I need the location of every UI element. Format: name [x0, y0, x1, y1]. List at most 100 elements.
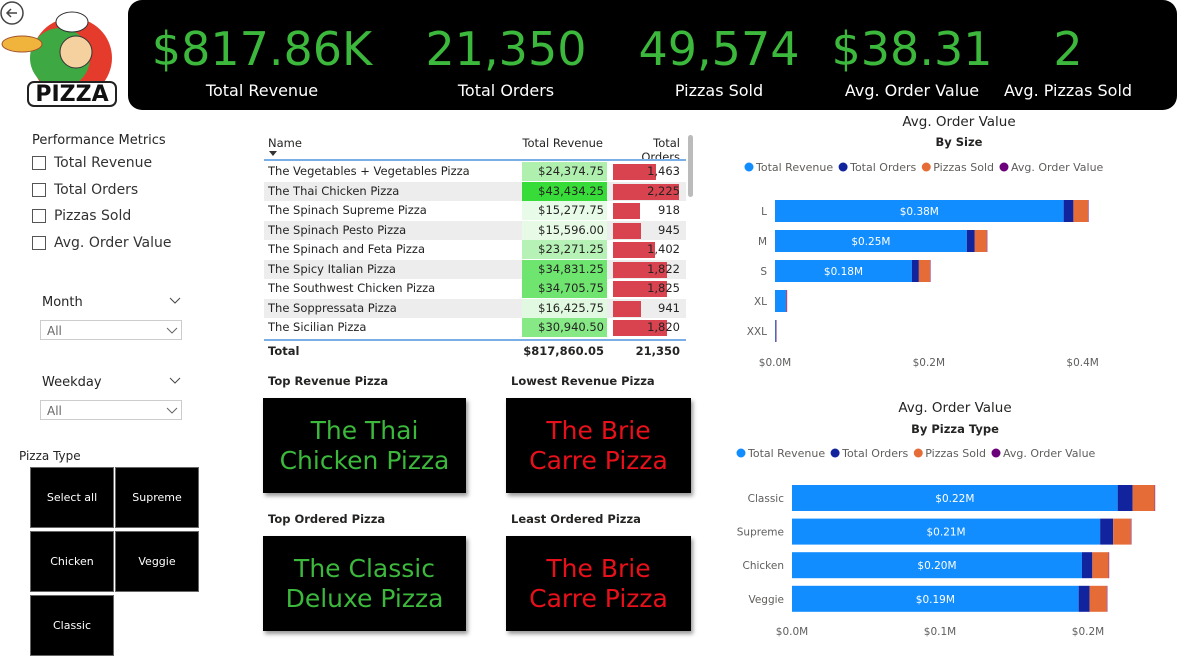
orders-bar	[613, 261, 668, 278]
kpi-label: Avg. Order Value	[844, 81, 980, 100]
table-row[interactable]: The Spinach Pesto Pizza $15,596.00 945	[264, 220, 686, 240]
bar-segment	[1081, 552, 1093, 579]
table-row[interactable]: The Sicilian Pizza $30,940.50 1,820	[264, 318, 686, 338]
cell-revenue: $34,705.75	[538, 281, 604, 295]
column-header[interactable]: Total Revenue	[522, 136, 603, 150]
orders-bar	[613, 281, 668, 297]
kpi-value: 2	[1053, 22, 1083, 76]
metric-checkbox[interactable]: Total Orders	[32, 182, 138, 198]
cell-revenue: $30,940.50	[538, 320, 604, 334]
table-row[interactable]: The Soppressata Pizza $16,425.75 941	[264, 298, 686, 318]
pizza-type-button[interactable]: Chicken	[30, 531, 114, 592]
checkbox-label: Avg. Order Value	[54, 234, 172, 251]
total-revenue: $817,860.05	[523, 344, 604, 358]
legend-marker	[838, 162, 848, 172]
checkbox[interactable]	[32, 235, 46, 250]
pizza-type-button[interactable]: Classic	[30, 595, 114, 656]
y-tick-label: Supreme	[737, 527, 784, 539]
table-row[interactable]: The Thai Chicken Pizza $43,434.25 2,225	[264, 181, 686, 201]
kpi-value: 21,350	[425, 22, 587, 76]
pizza-type-button[interactable]: Select all	[30, 467, 114, 528]
logo-pizza	[1, 35, 43, 53]
back-arrow	[5, 8, 17, 18]
orders-bar	[613, 242, 655, 258]
pizza-type-button[interactable]: Veggie	[115, 531, 199, 592]
checkbox-label: Total Revenue	[54, 155, 153, 171]
revenue-shade	[522, 240, 607, 259]
metric-checkbox[interactable]: Total Revenue	[32, 155, 152, 171]
table-row[interactable]: The Spinach and Feta Pizza $23,271.25 1,40…	[264, 240, 686, 260]
cell-orders: 1,822	[647, 261, 680, 276]
metric-checkbox[interactable]: Pizzas Sold	[32, 208, 131, 224]
table-row[interactable]: The Spinach Supreme Pizza $15,277.75 918	[264, 201, 686, 221]
cell-revenue: $16,425.75	[538, 300, 604, 315]
data-label: $0.20M	[917, 560, 956, 572]
bar-segment	[1132, 485, 1155, 511]
column-header[interactable]: Name	[268, 136, 302, 150]
chart-subtitle: By Pizza Type	[911, 422, 999, 436]
y-tick-label: L	[761, 206, 767, 218]
bar-segment	[1113, 518, 1131, 545]
orders-bar	[613, 203, 641, 219]
legend-marker	[830, 448, 840, 458]
cell-orders: 2,225	[647, 183, 680, 198]
cell-orders: 918	[658, 203, 680, 217]
bar-segment	[986, 230, 988, 252]
cell-name: The Vegetables + Vegetables Pizza	[268, 164, 470, 178]
legend-marker	[991, 448, 1001, 458]
card-value: The Brie Carre Pizza	[506, 398, 691, 493]
bar-segment	[1063, 200, 1074, 222]
table-row[interactable]: The Southwest Chicken Pizza $34,705.75 1,8…	[264, 279, 686, 299]
revenue-shade	[522, 220, 607, 240]
weekday-title: Weekday	[42, 375, 102, 390]
month-title: Month	[42, 295, 83, 310]
bar-segment	[786, 290, 788, 312]
y-tick-label: XL	[754, 296, 767, 308]
pizza-type-button[interactable]: Supreme	[115, 467, 199, 528]
kpi-label: Total Orders	[457, 81, 555, 100]
y-tick-label: M	[758, 236, 767, 248]
revenue-shade	[522, 162, 607, 181]
bar-segment	[775, 320, 777, 342]
kpi-label: Pizzas Sold	[674, 81, 764, 100]
data-label: $0.18M	[824, 266, 863, 278]
legend-label: Pizzas Sold	[933, 161, 994, 174]
cell-name: The Spinach Pesto Pizza	[268, 222, 407, 237]
x-tick-label: $0.0M	[776, 626, 808, 638]
chevron	[166, 407, 178, 414]
bar-segment	[786, 290, 787, 312]
logo: PIZZA	[0, 1, 117, 107]
weekday-dropdown[interactable]: All	[40, 400, 182, 420]
month-dropdown[interactable]: All	[40, 320, 182, 340]
bar-segment	[1130, 518, 1132, 545]
x-tick-label: $0.1M	[924, 626, 956, 638]
bar-segment	[1106, 585, 1108, 612]
total-orders: 21,350	[635, 344, 680, 358]
cell-name: The Sicilian Pizza	[268, 320, 367, 334]
column-header[interactable]: Total Orders	[641, 136, 680, 164]
cell-orders: 1,402	[647, 242, 680, 256]
checkbox[interactable]	[32, 209, 46, 223]
scrollbar	[688, 135, 693, 197]
legend-marker	[736, 448, 746, 458]
table-row[interactable]: The Vegetables + Vegetables Pizza $24,374…	[264, 162, 686, 182]
weekday-selection: All	[47, 404, 62, 418]
metric-checkbox[interactable]: Avg. Order Value	[32, 235, 172, 251]
legend-label: Total Revenue	[755, 161, 833, 174]
checkbox[interactable]	[32, 182, 46, 197]
bar-segment	[911, 260, 919, 282]
table-row[interactable]: The Spicy Italian Pizza $34,831.25 1,822	[264, 259, 686, 279]
checkbox-label: Pizzas Sold	[54, 208, 132, 224]
x-tick-label: $0.2M	[913, 357, 945, 369]
bar-segment	[785, 290, 787, 312]
logo-text: PIZZA	[35, 82, 108, 107]
legend-marker	[999, 162, 1009, 172]
revenue-shade	[522, 318, 607, 337]
cell-name: The Thai Chicken Pizza	[268, 183, 400, 198]
chevron	[169, 377, 181, 384]
bar-segment	[918, 260, 930, 282]
card-title: Top Ordered Pizza	[268, 512, 386, 526]
y-tick-label: Classic	[748, 493, 785, 505]
data-label: $0.19M	[916, 594, 955, 606]
checkbox[interactable]	[32, 156, 46, 170]
